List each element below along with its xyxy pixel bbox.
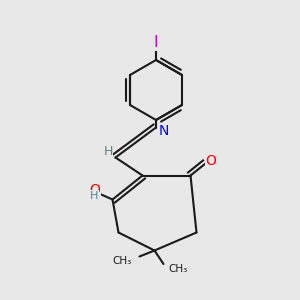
Text: O: O	[89, 183, 100, 196]
Text: O: O	[206, 154, 216, 168]
Text: CH₃: CH₃	[113, 256, 132, 266]
Text: CH₃: CH₃	[168, 263, 187, 274]
Text: H: H	[90, 191, 99, 201]
Text: I: I	[154, 35, 158, 50]
Text: H: H	[103, 145, 113, 158]
Text: N: N	[158, 124, 169, 137]
